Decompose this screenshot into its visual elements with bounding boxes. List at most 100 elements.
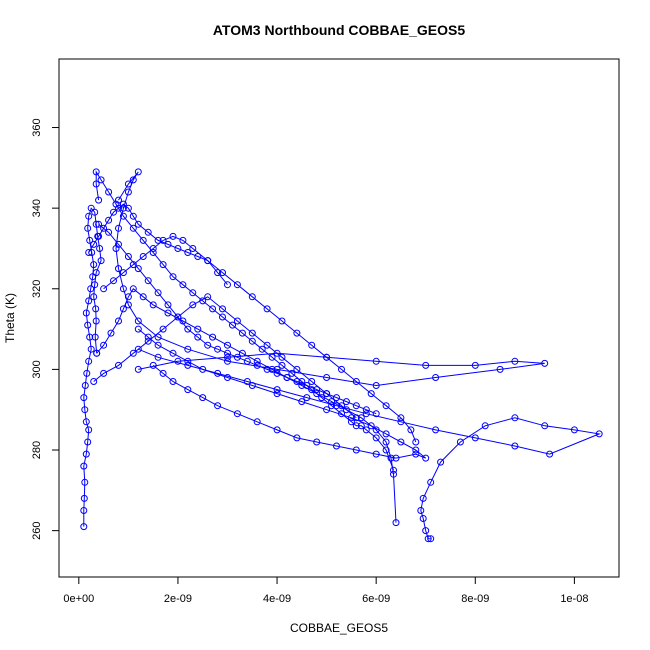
data-point xyxy=(115,361,122,369)
data-point xyxy=(248,382,256,389)
data-point xyxy=(338,365,345,373)
data-point xyxy=(233,281,241,289)
data-point xyxy=(87,345,95,353)
data-point xyxy=(419,494,427,502)
data-point xyxy=(194,253,202,260)
data-point xyxy=(159,236,167,244)
data-point xyxy=(91,333,99,341)
data-point xyxy=(263,365,271,373)
series-1 xyxy=(80,204,105,531)
data-point xyxy=(154,289,162,297)
data-point xyxy=(107,329,115,337)
data-point xyxy=(273,386,281,394)
data-point xyxy=(154,333,162,341)
data-point xyxy=(352,414,360,422)
data-point xyxy=(390,470,397,478)
data-point xyxy=(263,305,271,313)
data-point xyxy=(134,345,142,353)
data-point xyxy=(288,369,296,377)
data-point xyxy=(184,357,192,365)
y-tick-label: 360 xyxy=(31,118,43,136)
data-point xyxy=(511,357,519,365)
data-point xyxy=(164,240,172,248)
data-point xyxy=(496,365,504,373)
data-point xyxy=(372,410,380,418)
data-point xyxy=(124,301,132,309)
data-point xyxy=(92,317,100,325)
data-point xyxy=(412,438,420,446)
data-point xyxy=(253,361,261,369)
data-point xyxy=(427,535,435,543)
data-point xyxy=(422,361,430,369)
chart-title: ATOM3 Northbound COBBAE_GEOS5 xyxy=(213,22,465,38)
data-point xyxy=(293,329,301,337)
data-point xyxy=(90,378,98,385)
data-point xyxy=(139,236,147,244)
data-point xyxy=(298,378,306,385)
series-6 xyxy=(134,325,430,462)
data-point xyxy=(134,317,142,325)
data-point xyxy=(541,359,549,367)
data-point xyxy=(338,402,345,410)
data-point xyxy=(154,341,162,349)
data-point xyxy=(81,478,89,486)
data-point xyxy=(204,293,212,301)
data-point xyxy=(115,240,122,248)
series-line xyxy=(88,203,228,286)
y-tick-label: 300 xyxy=(31,360,43,378)
data-point xyxy=(92,180,100,188)
data-point xyxy=(323,390,331,398)
series-line xyxy=(137,328,427,459)
data-point xyxy=(92,168,100,176)
data-point xyxy=(342,398,350,406)
data-point xyxy=(471,434,479,442)
data-point xyxy=(382,438,390,446)
data-point xyxy=(390,466,397,474)
data-point xyxy=(248,337,256,345)
data-point xyxy=(82,309,90,317)
data-point xyxy=(273,426,281,434)
data-point xyxy=(243,378,251,385)
data-point xyxy=(362,406,370,414)
data-point xyxy=(224,281,231,289)
data-point xyxy=(417,507,425,514)
data-point xyxy=(90,240,98,248)
data-point xyxy=(134,365,142,373)
x-tick-label: 0e+00 xyxy=(63,593,94,605)
data-point xyxy=(189,289,197,297)
data-point xyxy=(323,406,331,414)
data-point xyxy=(92,269,100,277)
data-point xyxy=(248,293,256,301)
data-point xyxy=(129,212,137,220)
y-axis-label: Theta (K) xyxy=(3,293,17,343)
data-point xyxy=(367,422,375,430)
data-point xyxy=(174,313,182,321)
data-point xyxy=(419,515,427,522)
data-point xyxy=(224,349,231,357)
data-point xyxy=(209,333,217,341)
data-point xyxy=(85,426,93,434)
data-point xyxy=(511,414,519,422)
data-point xyxy=(199,394,207,402)
data-point xyxy=(407,426,415,434)
data-point xyxy=(134,325,142,333)
data-point xyxy=(224,353,231,361)
data-point xyxy=(149,301,157,309)
data-point xyxy=(84,224,92,232)
data-point xyxy=(323,353,331,361)
series-line xyxy=(93,296,357,419)
data-point xyxy=(100,285,108,293)
data-point xyxy=(258,345,266,353)
data-point xyxy=(357,414,365,422)
data-point xyxy=(219,305,226,313)
data-point xyxy=(412,450,420,458)
y-tick-label: 340 xyxy=(31,199,43,217)
data-point xyxy=(119,212,127,220)
data-point xyxy=(119,285,127,293)
data-point xyxy=(89,273,97,281)
data-point xyxy=(144,228,152,236)
data-point xyxy=(115,265,122,273)
data-point xyxy=(432,374,440,381)
data-point xyxy=(352,446,360,454)
